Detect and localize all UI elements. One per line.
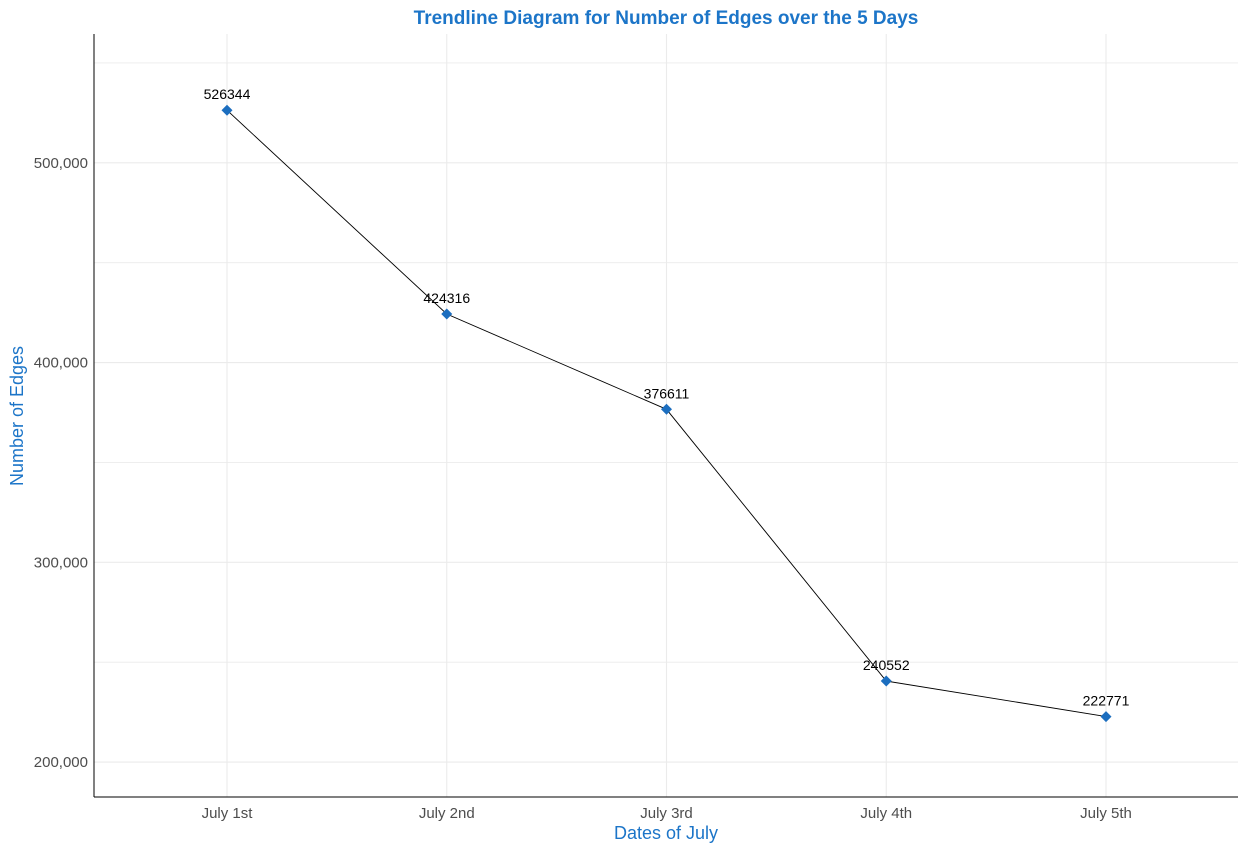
series-edges — [221, 104, 1112, 723]
data-label: 240552 — [863, 657, 910, 673]
grid-lines — [94, 34, 1238, 797]
x-tick-label: July 2nd — [419, 805, 475, 822]
data-label: 222771 — [1083, 693, 1130, 709]
data-label: 526344 — [204, 86, 251, 102]
data-point-marker — [1100, 711, 1112, 723]
y-tick-label: 400,000 — [34, 355, 88, 372]
y-tick-label: 500,000 — [34, 155, 88, 172]
data-labels: 526344 424316 376611 240552 222771 — [204, 86, 1130, 708]
data-label: 424316 — [423, 290, 470, 306]
x-tick-label: July 4th — [860, 805, 912, 822]
data-point-marker — [880, 675, 892, 687]
data-point-marker — [661, 403, 672, 415]
x-axis-title: Dates of July — [614, 823, 718, 843]
data-point-marker — [221, 104, 233, 116]
data-label: 376611 — [644, 385, 690, 401]
x-tick-label: July 3rd — [640, 805, 693, 822]
data-point-marker — [441, 308, 453, 320]
chart-title: Trendline Diagram for Number of Edges ov… — [414, 8, 919, 29]
x-tick-label: July 5th — [1080, 805, 1132, 822]
y-tick-label: 300,000 — [34, 554, 88, 571]
axes — [93, 34, 1238, 798]
y-axis-title: Number of Edges — [7, 346, 27, 486]
x-tick-label: July 1st — [202, 805, 254, 822]
y-tick-label: 200,000 — [34, 754, 88, 771]
tick-labels: 200,000 300,000 400,000 500,000 July 1st July… — [34, 155, 1132, 822]
